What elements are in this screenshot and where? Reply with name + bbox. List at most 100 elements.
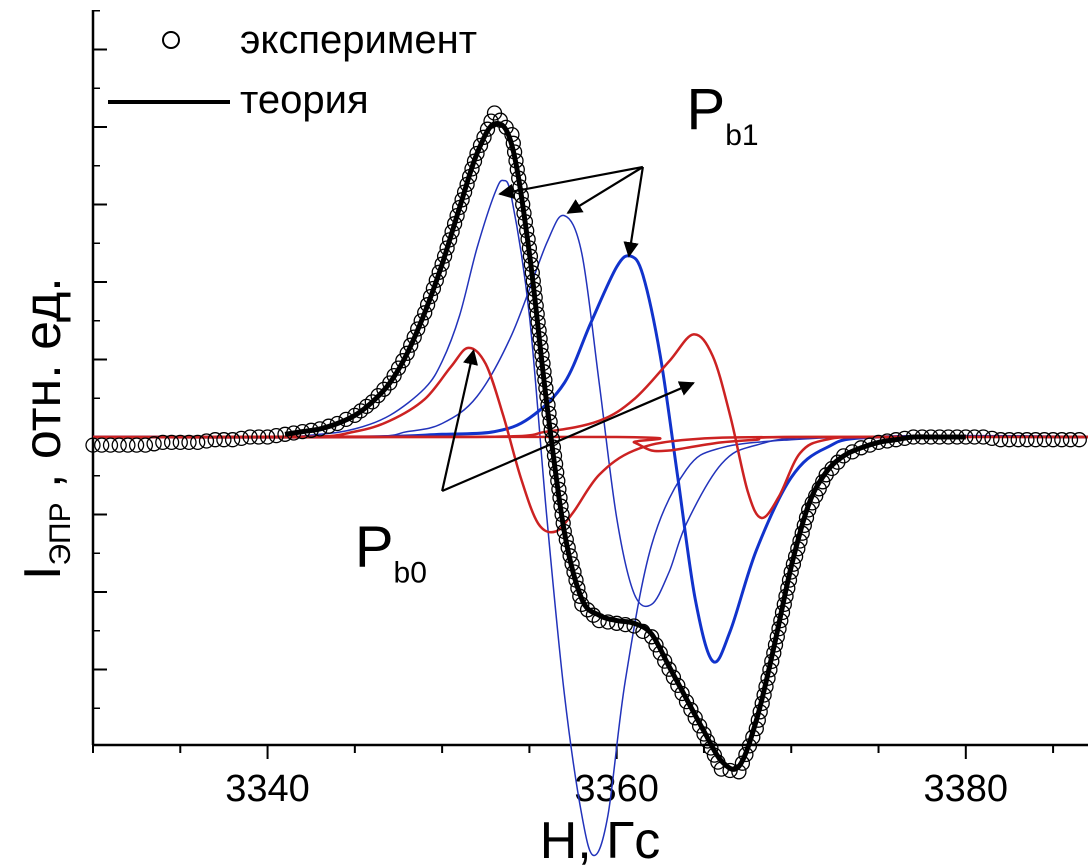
x-tick-label: 3360 (574, 768, 659, 810)
data-point (905, 429, 922, 445)
data-point (390, 360, 407, 376)
x-tick-label: 3340 (225, 768, 310, 810)
annotations-layer: Pb1 Pb0 (355, 77, 759, 589)
data-point (410, 321, 426, 337)
data-point (224, 432, 241, 448)
data-point (425, 280, 442, 297)
data-point (566, 564, 582, 580)
data-point (785, 556, 802, 572)
data-point (386, 367, 402, 384)
data-point (216, 432, 232, 448)
data-point (537, 372, 553, 388)
data-point (862, 437, 878, 453)
data-point (163, 434, 180, 451)
annotation-label-b1: Pb1 (687, 77, 759, 152)
data-point (579, 602, 596, 618)
data-point (771, 621, 787, 637)
plot-area: 3340 3360 3380 Pb1 Pb0 (85, 10, 1088, 857)
data-point (449, 207, 465, 224)
series-component-line-6 (92, 333, 1088, 520)
data-point (879, 433, 895, 449)
data-point (535, 355, 551, 372)
data-point (691, 718, 708, 734)
data-point (441, 232, 458, 248)
data-point (699, 733, 716, 749)
data-point (172, 434, 188, 451)
data-point (456, 184, 473, 200)
data-point (683, 702, 699, 718)
data-point (984, 430, 1000, 447)
data-point (403, 337, 419, 353)
data-point (338, 411, 354, 428)
data-point (617, 616, 634, 633)
data-point (454, 192, 470, 208)
data-point (353, 403, 369, 419)
data-point (756, 687, 772, 703)
series-theory-line (284, 120, 966, 772)
data-point (542, 414, 558, 430)
data-point (522, 248, 539, 264)
data-point (780, 580, 796, 596)
data-point (792, 533, 808, 549)
data-point (461, 168, 478, 185)
data-point (551, 481, 567, 497)
data-point (556, 523, 572, 540)
series-layer (85, 105, 1088, 857)
data-point (554, 506, 570, 523)
data-point (277, 426, 293, 442)
data-point (670, 677, 686, 694)
data-point (750, 712, 766, 728)
legend: эксперимент теория (108, 18, 477, 122)
data-point (466, 153, 483, 169)
data-point (521, 240, 538, 256)
data-point (853, 440, 869, 456)
data-point (479, 121, 496, 137)
data-point (312, 421, 328, 437)
data-point (783, 564, 799, 580)
data-point (531, 322, 547, 339)
data-point (422, 288, 439, 305)
data-point (527, 289, 543, 306)
data-point (476, 129, 492, 145)
data-point (796, 517, 812, 534)
data-point (591, 612, 607, 629)
data-point (710, 754, 726, 770)
data-point (540, 397, 556, 413)
data-point (1071, 432, 1087, 448)
data-point (940, 429, 957, 445)
data-point (120, 437, 136, 453)
data-point (1036, 432, 1053, 448)
data-point (745, 729, 761, 745)
data-point (787, 548, 804, 565)
data-point (870, 434, 887, 451)
data-point (975, 429, 991, 445)
data-point (713, 761, 730, 777)
data-point (835, 448, 852, 464)
data-point (190, 434, 206, 451)
data-point (897, 430, 913, 447)
svg-text:IЭПР , отн. ед.: IЭПР , отн. ед. (14, 277, 77, 580)
data-point (508, 153, 524, 169)
data-point (781, 572, 798, 588)
series-component-line-5 (92, 346, 1088, 534)
data-point (549, 464, 565, 481)
data-point (774, 604, 791, 621)
legend-marker-experiment (162, 31, 180, 49)
data-point (552, 490, 568, 506)
data-point (268, 427, 284, 444)
data-point (815, 474, 831, 490)
data-point (776, 596, 792, 613)
series-experiment-markers (85, 105, 1087, 780)
data-point (536, 364, 552, 380)
data-point (758, 678, 774, 695)
data-point (207, 432, 223, 448)
data-point (888, 432, 904, 448)
data-point (562, 548, 578, 564)
data-point (528, 298, 544, 314)
data-point (804, 495, 820, 511)
data-point (550, 473, 566, 489)
data-point (451, 199, 468, 216)
data-point (769, 629, 785, 645)
y-axis-title-main: I (14, 566, 72, 580)
data-point (1027, 432, 1044, 448)
